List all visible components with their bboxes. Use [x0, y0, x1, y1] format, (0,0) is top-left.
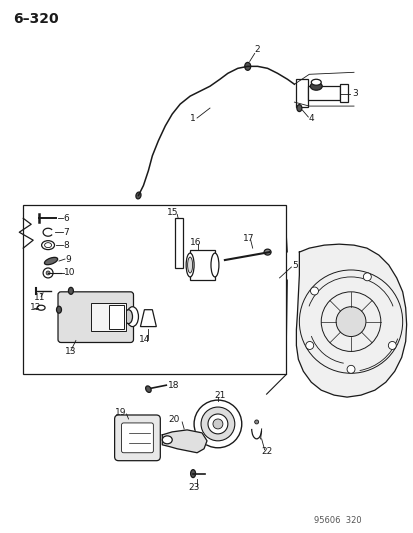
Ellipse shape [68, 287, 73, 294]
Text: 9: 9 [65, 255, 71, 263]
Ellipse shape [135, 192, 141, 199]
Circle shape [305, 342, 313, 350]
Bar [90, 303, 125, 330]
Ellipse shape [186, 253, 194, 277]
Text: 18: 18 [168, 381, 179, 390]
Ellipse shape [45, 243, 52, 248]
Bar [296, 79, 308, 107]
Text: 4: 4 [308, 115, 313, 124]
Bar [175, 219, 183, 268]
Bar [108, 305, 123, 328]
Ellipse shape [187, 257, 192, 273]
Text: 21: 21 [214, 391, 225, 400]
Ellipse shape [162, 436, 172, 444]
Circle shape [363, 273, 370, 281]
Ellipse shape [310, 82, 321, 90]
Text: 3: 3 [351, 88, 357, 98]
Text: 6–320: 6–320 [13, 12, 59, 26]
Text: 23: 23 [188, 483, 199, 492]
Ellipse shape [126, 306, 138, 327]
Text: 5: 5 [292, 261, 297, 270]
Text: 11: 11 [34, 293, 45, 302]
Text: 10: 10 [64, 269, 75, 278]
Polygon shape [296, 244, 406, 397]
Text: 7: 7 [63, 228, 69, 237]
Text: 16: 16 [190, 238, 201, 247]
Text: 2: 2 [254, 45, 260, 54]
Text: 15: 15 [167, 208, 178, 217]
Circle shape [346, 365, 354, 373]
Bar [339, 84, 347, 102]
Text: 20: 20 [168, 415, 180, 424]
Circle shape [194, 400, 241, 448]
Text: 17: 17 [242, 233, 254, 243]
Ellipse shape [296, 104, 301, 111]
Ellipse shape [211, 253, 218, 277]
Ellipse shape [42, 241, 55, 249]
Bar [190, 250, 214, 280]
Circle shape [201, 407, 234, 441]
Ellipse shape [124, 310, 132, 324]
Ellipse shape [190, 470, 195, 478]
Ellipse shape [244, 62, 250, 70]
Ellipse shape [145, 386, 151, 392]
Circle shape [335, 306, 365, 336]
FancyBboxPatch shape [121, 423, 153, 453]
Circle shape [212, 419, 222, 429]
Text: 95606  320: 95606 320 [313, 516, 361, 525]
FancyBboxPatch shape [58, 292, 133, 343]
Circle shape [254, 420, 258, 424]
Circle shape [43, 268, 53, 278]
Text: 22: 22 [261, 447, 272, 456]
Circle shape [46, 271, 50, 275]
Bar [23, 205, 286, 374]
Ellipse shape [263, 249, 271, 255]
Ellipse shape [44, 257, 57, 265]
Ellipse shape [311, 79, 320, 85]
Text: 19: 19 [114, 408, 126, 416]
Text: 8: 8 [63, 240, 69, 249]
Bar [308, 86, 339, 100]
Text: 13: 13 [65, 347, 76, 356]
Circle shape [207, 414, 227, 434]
Ellipse shape [57, 306, 62, 313]
Text: 1: 1 [190, 115, 195, 124]
FancyBboxPatch shape [114, 415, 160, 461]
Text: 12: 12 [30, 303, 41, 312]
Text: 6: 6 [63, 214, 69, 223]
Circle shape [387, 342, 395, 350]
Polygon shape [162, 430, 206, 453]
Circle shape [310, 287, 318, 295]
Polygon shape [140, 310, 156, 327]
Text: 14: 14 [138, 335, 150, 344]
